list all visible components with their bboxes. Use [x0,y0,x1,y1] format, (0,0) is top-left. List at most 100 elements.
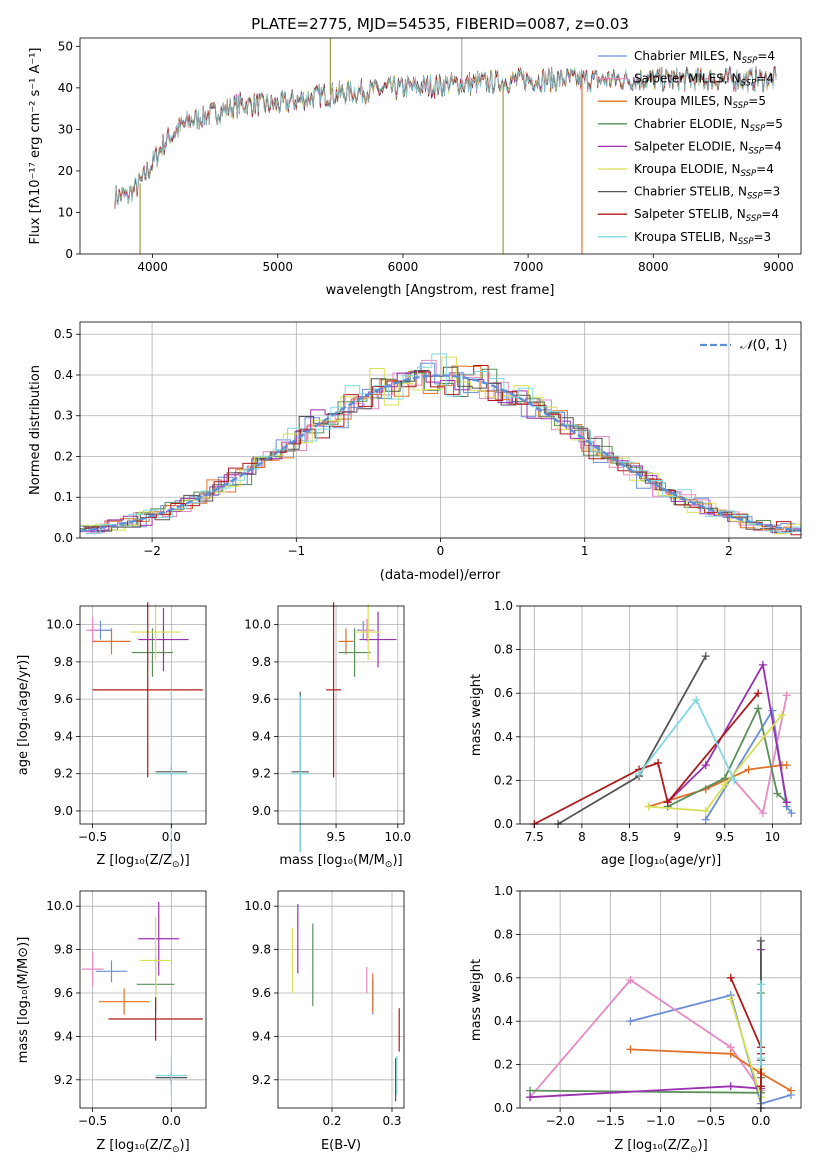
legend-entry-sub: SSP [747,192,763,202]
weight-line-salpeter-miles [529,978,762,1098]
legend-entry: Chabrier ELODIE, NSSP=5 [634,117,783,134]
weight-marker-kroupa-elodie [726,995,735,1004]
weight-marker-salpeter-stelib [754,689,763,698]
massweight-vs-age-xtick-label: 9.5 [715,830,734,844]
spectrum-ytick-label: 20 [58,164,73,178]
residuals-xtick-label: 1 [581,544,589,558]
residuals-xlabel: (data-model)/error [380,568,501,583]
massweight-vs-Z-xtick-label: −1.5 [596,1114,625,1128]
age-vs-Z-ytick-label: 9.8 [54,655,73,669]
mass-vs-Z-ytick-label: 9.4 [54,1029,73,1043]
weight-marker-kroupa-stelib [756,1060,765,1069]
weight-marker-kroupa-stelib [635,769,644,778]
age-vs-Z-xlabel-main: Z [log₁₀(Z/Z [96,853,172,868]
legend-entry: Kroupa ELODIE, NSSP=4 [634,162,774,179]
weight-marker-salpeter-elodie [526,1093,535,1102]
massweight-vs-Z-xlabel: Z [log₁₀(Z/Z⊙)] [614,1138,707,1155]
legend-entry-text: Kroupa ELODIE, N [634,162,741,176]
mass-vs-Z-xlabel: Z [log₁₀(Z/Z⊙)] [96,1138,189,1155]
age-vs-mass-xtick-label: 9.5 [327,830,346,844]
mass-vs-Z-xtick-label: −0.5 [78,1114,107,1128]
weight-marker-kroupa-elodie [720,780,729,789]
mass-vs-Z-ytick-label: 9.6 [54,986,73,1000]
legend-entry-tail: =4 [764,139,782,153]
massweight-vs-Z-ylabel: mass weight [469,959,484,1041]
weight-marker-salpeter-elodie [782,798,791,807]
age-vs-Z-xlabel: Z [log₁₀(Z/Z⊙)] [96,853,189,870]
mass-vs-EBV-frame [277,890,405,1109]
mass-vs-EBV-xtick-label: 0.3 [382,1114,401,1128]
massweight-vs-Z-marks [526,936,795,1112]
weight-marker-salpeter-elodie [758,660,767,669]
spectrum-frame [79,37,802,255]
mass-vs-EBV-xtick-label: 0.2 [322,1114,341,1128]
spectrum-ylabel: Flux [fλ10⁻¹⁷ erg cm⁻² s⁻¹ A⁻¹] [28,48,43,245]
massweight-vs-age-ytick-label: 1.0 [494,599,513,613]
mass-vs-Z-xlabel-sun: ⊙ [172,1145,180,1155]
mass-vs-EBV-ytick-label: 9.8 [252,943,271,957]
spectrum-ytick-label: 50 [58,39,73,53]
age-vs-Z-xtick-label: −0.5 [78,830,107,844]
age-vs-mass-grid [278,606,404,824]
spectrum-panel: 4000 5000 6000 7000 8000 9000 0 10 20 30 40 50 wave… [28,37,802,298]
age-vs-Z-ytick-label: 9.0 [54,804,73,818]
mass-vs-Z-ytick-label: 9.8 [54,943,73,957]
legend-entry: Kroupa MILES, NSSP=5 [634,94,766,111]
age-vs-Z-xtick-label: 0.0 [162,830,181,844]
legend-entry-text: Salpeter ELODIE, N [634,139,748,153]
age-vs-mass-ytick-label: 9.8 [252,655,271,669]
residuals-ticks: −2 −1 0 1 2 0.0 0.1 0.2 0.3 0.4 0.5 [54,327,733,558]
mass-vs-Z-ytick-label: 9.2 [54,1073,73,1087]
residuals-ylabel: Normed distribution [28,365,43,495]
age-vs-Z-ytick-label: 9.4 [54,729,73,743]
weight-marker-chabrier-miles [626,1017,635,1026]
age-vs-Z-marks [86,602,203,858]
weight-marker-kroupa-stelib [756,980,765,989]
spectrum-xtick-label: 9000 [763,260,794,274]
weight-marker-kroupa-stelib [730,776,739,785]
residuals-ytick-label: 0.5 [54,327,73,341]
legend-entry: Chabrier STELIB, NSSP=3 [634,185,780,202]
massweight-vs-age-xtick-label: 8.5 [620,830,639,844]
mass-vs-Z-ytick-label: 10.0 [46,899,73,913]
massweight-vs-age-xtick-label: 8 [578,830,586,844]
massweight-vs-Z-ytick-label: 0.2 [494,1058,513,1072]
weight-marker-chabrier-stelib [756,936,765,945]
spectrum-ticks: 4000 5000 6000 7000 8000 9000 0 10 20 30 40 50 [58,39,794,274]
mass-vs-Z-ticks: −0.5 0.0 9.2 9.4 9.6 9.8 10.0 [46,899,181,1128]
legend-entry: Salpeter ELODIE, NSSP=4 [634,139,782,156]
legend-entry-sub: SSP [746,214,762,224]
weight-marker-chabrier-miles [787,809,796,818]
massweight-vs-Z-ticks: −2.0 −1.5 −1.0 −0.5 0.0 0.0 0.2 0.4 0.6 0.8 1.0 [494,884,770,1128]
age-vs-mass-ytick-label: 9.6 [252,692,271,706]
age-vs-mass-panel: 9.5 10.0 9.0 9.2 9.4 9.6 9.8 10.0 mass [log₁₀(M… [244,602,411,870]
legend-entry-sub: SSP [738,237,754,247]
age-vs-Z-ytick-label: 9.2 [54,767,73,781]
age-vs-Z-ticks: −0.5 0.0 9.0 9.2 9.4 9.6 9.8 10.0 [46,618,181,844]
massweight-vs-Z-xtick-label: −1.0 [646,1114,675,1128]
age-vs-mass-marks [291,602,397,852]
residuals-ytick-label: 0.1 [54,490,73,504]
weight-line-salpeter-elodie [529,949,762,1099]
mass-vs-Z-xlabel-main: Z [log₁₀(Z/Z [96,1138,172,1153]
legend-entry-tail: =4 [756,72,774,86]
legend-entry-text: Salpeter STELIB, N [634,207,746,221]
spectrum-xtick-label: 8000 [638,260,669,274]
weight-marker-salpeter-elodie [701,761,710,770]
mass-vs-EBV-grid [278,891,404,1108]
massweight-vs-age-marks [530,652,796,828]
legend-entry: Salpeter STELIB, NSSP=4 [634,207,779,224]
massweight-vs-Z-ytick-label: 0.0 [494,1101,513,1115]
age-vs-Z-frame [79,605,207,825]
age-vs-Z-xlabel-tail: )] [180,853,190,868]
weight-marker-kroupa-miles [726,1049,735,1058]
histogram-salpeter-stelib [84,365,801,536]
legend-entry-tail: =4 [761,207,779,221]
weight-line-kroupa-elodie [648,714,783,812]
age-vs-Z-xlabel-sun: ⊙ [172,860,180,870]
massweight-vs-Z-xtick-label: −2.0 [546,1114,575,1128]
age-vs-mass-xlabel-main: mass [log₁₀(M/M [279,853,385,868]
spectrum-xtick-label: 6000 [388,260,419,274]
mass-vs-Z-ylabel: mass [log₁₀(M/M⊙)] [16,937,31,1064]
